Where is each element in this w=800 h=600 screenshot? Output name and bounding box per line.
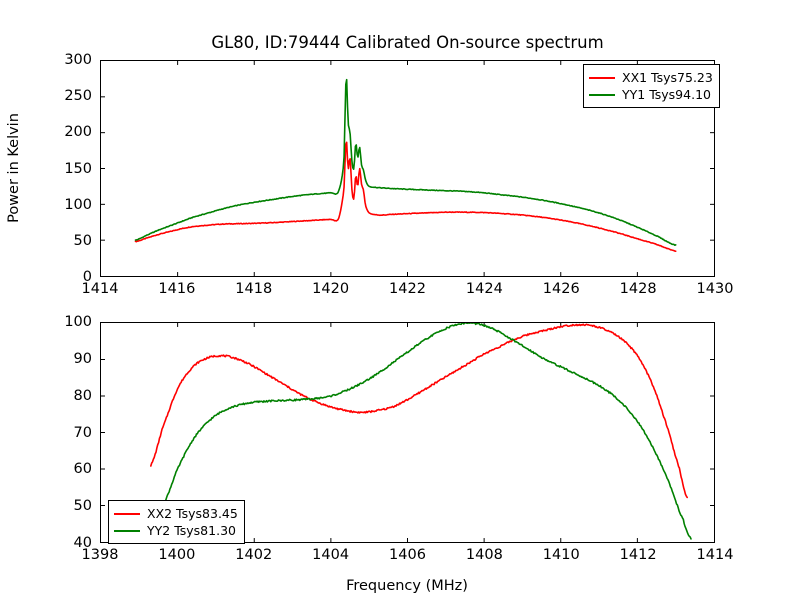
legend-item: YY1 Tsys94.10 xyxy=(589,86,713,103)
y-tick-label: 70 xyxy=(73,424,92,441)
y-tick-label: 100 xyxy=(64,314,92,330)
data-series-line xyxy=(162,323,691,539)
x-tick-label: 1426 xyxy=(542,281,580,297)
y-tick-label: 300 xyxy=(64,52,92,68)
y-tick-label: 90 xyxy=(73,350,92,367)
x-tick-label: 1404 xyxy=(312,547,350,563)
bottom-plot-lines xyxy=(101,323,714,542)
top-plot-lines xyxy=(101,61,714,276)
y-tick-label: 50 xyxy=(73,498,92,515)
x-tick-label: 1410 xyxy=(542,547,580,563)
legend-label: XX2 Tsys83.45 xyxy=(147,506,238,521)
x-tick-label: 1428 xyxy=(619,281,657,297)
x-tick-label: 1398 xyxy=(81,547,119,563)
y-tick-label: 80 xyxy=(73,387,92,404)
x-tick-label: 1416 xyxy=(158,281,196,297)
x-tick-label: 1402 xyxy=(235,547,273,563)
y-tick-label: 100 xyxy=(64,196,92,213)
x-tick-label: 1406 xyxy=(389,547,426,563)
x-tick-label: 1424 xyxy=(465,281,503,297)
x-tick-label: 1414 xyxy=(696,547,734,563)
x-tick-label: 1422 xyxy=(389,281,426,297)
legend-color-swatch-red xyxy=(589,76,615,79)
data-series-line xyxy=(135,80,675,246)
top-plot-legend: XX1 Tsys75.23 YY1 Tsys94.10 xyxy=(583,64,720,108)
legend-label: YY1 Tsys94.10 xyxy=(622,87,711,102)
y-tick-label: 0 xyxy=(82,269,92,285)
x-tick-label: 1420 xyxy=(312,281,350,297)
bottom-plot-legend: XX2 Tsys83.45 YY2 Tsys81.30 xyxy=(108,500,245,544)
legend-label: YY2 Tsys81.30 xyxy=(147,523,236,538)
y-tick-label: 60 xyxy=(73,461,92,478)
y-tick-label: 250 xyxy=(64,88,92,105)
data-series-line xyxy=(151,324,687,497)
legend-label: XX1 Tsys75.23 xyxy=(622,70,713,85)
page-title: GL80, ID:79444 Calibrated On-source spec… xyxy=(211,33,604,52)
y-tick-label: 150 xyxy=(64,160,92,177)
legend-color-swatch-green xyxy=(114,529,140,532)
x-tick-label: 1400 xyxy=(158,547,196,563)
y-tick-label: 40 xyxy=(73,535,92,551)
y-tick-label: 50 xyxy=(73,232,92,249)
legend-color-swatch-red xyxy=(114,512,140,515)
y-tick-label: 200 xyxy=(64,124,92,141)
x-tick-label: 1408 xyxy=(465,547,503,563)
x-tick-label: 1418 xyxy=(235,281,273,297)
legend-item: YY2 Tsys81.30 xyxy=(114,522,238,539)
x-tick-label: 1412 xyxy=(619,547,657,563)
data-series-line xyxy=(135,142,675,251)
x-tick-label: 1430 xyxy=(696,281,734,297)
legend-item: XX1 Tsys75.23 xyxy=(589,69,713,86)
legend-color-swatch-green xyxy=(589,93,615,96)
x-tick-label: 1414 xyxy=(81,281,119,297)
legend-item: XX2 Tsys83.45 xyxy=(114,505,238,522)
bottom-plot-x-axis-label: Frequency (MHz) xyxy=(346,578,468,594)
